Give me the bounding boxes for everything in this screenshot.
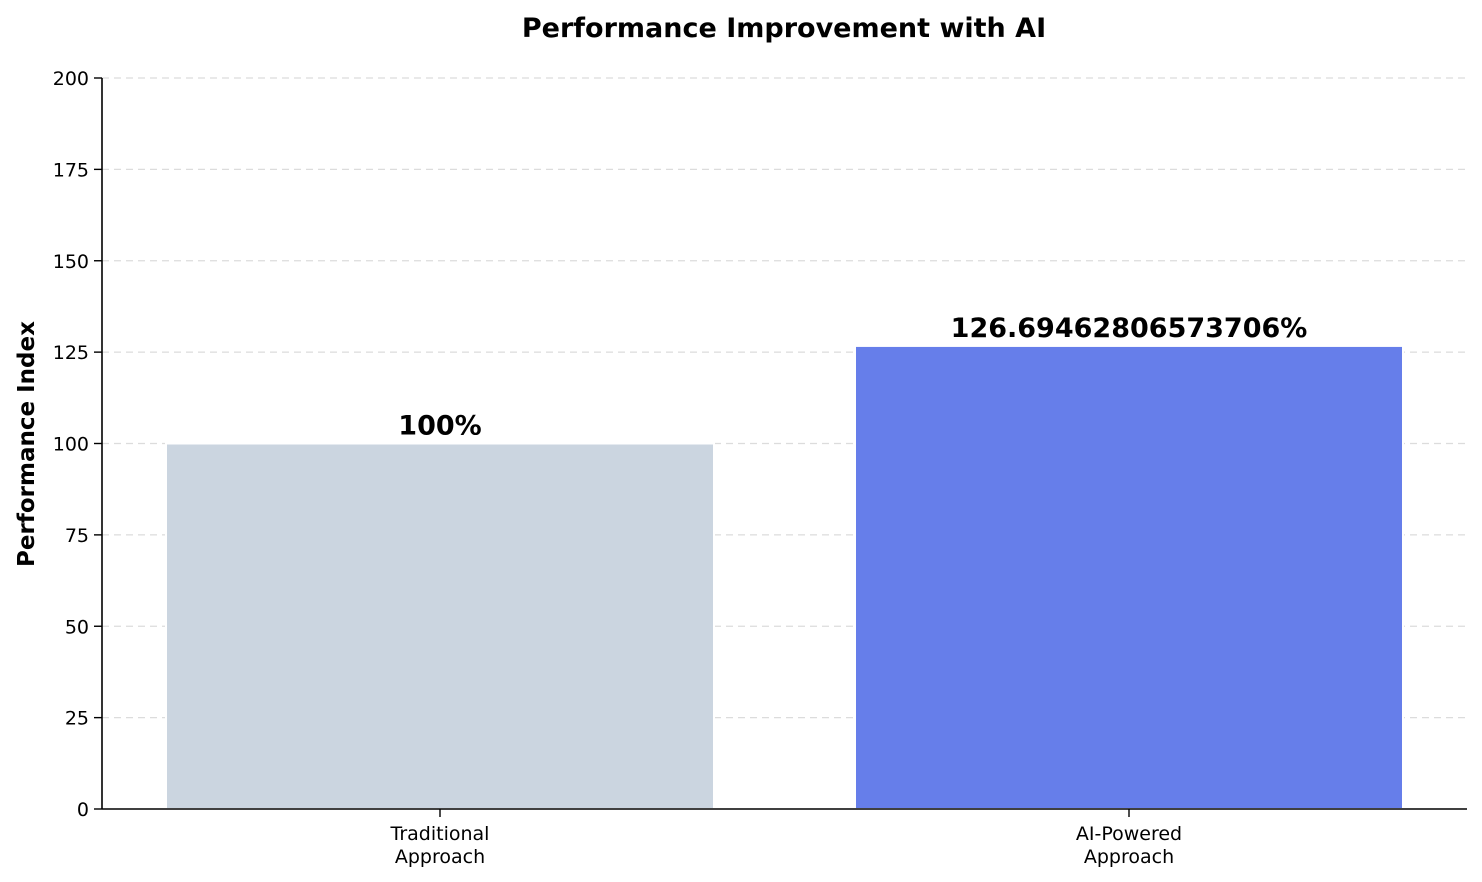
y-tick-label: 25: [65, 708, 89, 730]
y-tick-label: 200: [53, 68, 89, 90]
x-tick-label: AI-Powered Approach: [1076, 823, 1182, 868]
chart-title: Performance Improvement with AI: [522, 13, 1046, 44]
x-tick-label: Traditional Approach: [390, 823, 490, 868]
y-ticks: 0 25 50 75 100 125 150 175 200: [53, 68, 102, 821]
y-tick-label: 50: [65, 616, 89, 638]
x-ticks: Traditional Approach AI-Powered Approach: [390, 809, 1182, 868]
y-axis-label: Performance Index: [14, 321, 40, 567]
bars: [165, 344, 1404, 810]
bar-value-label: 100%: [398, 411, 481, 442]
bar: [165, 442, 715, 810]
bar: [854, 344, 1404, 810]
y-tick-label: 0: [77, 799, 89, 821]
y-tick-label: 75: [65, 525, 89, 547]
y-tick-label: 100: [53, 434, 89, 456]
bar-value-label: 126.69462806573706%: [951, 313, 1308, 344]
data-labels: 100% 126.69462806573706%: [398, 313, 1307, 442]
y-tick-label: 125: [53, 342, 89, 364]
y-tick-label: 175: [53, 159, 89, 181]
y-tick-label: 150: [53, 251, 89, 273]
